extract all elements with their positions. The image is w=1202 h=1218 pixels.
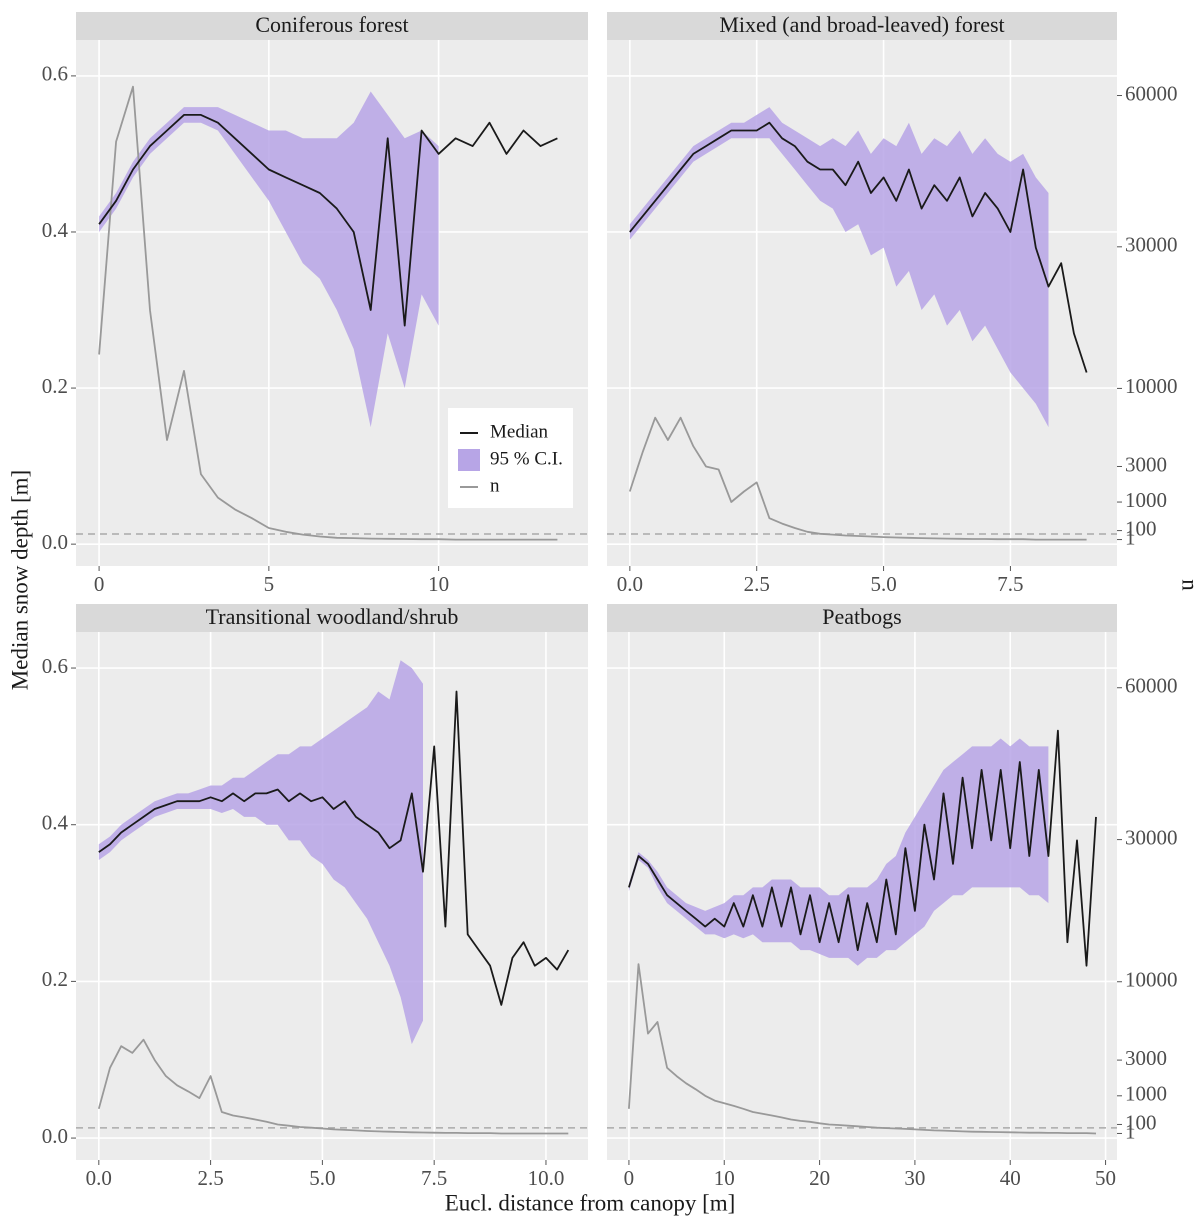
y2-tick-label: 3000: [1125, 452, 1167, 476]
x-tick-label: 40: [1000, 1166, 1021, 1190]
strip: [76, 12, 588, 40]
x-tick-label: 0.0: [617, 572, 643, 596]
confidence-band: [98, 660, 424, 1045]
median-line: [98, 114, 558, 327]
y-tick-label: 0.0: [42, 530, 68, 554]
x-tick-label: 2.5: [197, 1166, 223, 1190]
strip: [76, 604, 588, 632]
y-tick-label: 0.2: [42, 374, 68, 398]
y2-tick-label: 1: [1125, 525, 1136, 549]
median-line: [98, 690, 570, 1006]
panel-title: Coniferous forest: [255, 12, 408, 37]
panel-background: [76, 632, 588, 1160]
y2-tick-label: 100: [1125, 516, 1157, 540]
x-tick-label: 10: [428, 572, 449, 596]
n-line: [97, 1038, 569, 1135]
y-axis-title: Median snow depth [m]: [7, 470, 32, 690]
x-tick-label: 2.5: [744, 572, 770, 596]
legend-label: 95 % C.I.: [490, 448, 563, 469]
x-tick-label: 0: [624, 1166, 635, 1190]
x-axis-title: Eucl. distance from canopy [m]: [445, 1190, 736, 1215]
y2-tick-label: 1: [1125, 1119, 1136, 1143]
y2-tick-label: 10000: [1125, 374, 1178, 398]
y-tick-label: 0.6: [42, 62, 68, 86]
strip: [607, 12, 1117, 40]
confidence-band: [99, 91, 439, 428]
x-tick-label: 5.0: [870, 572, 896, 596]
y2-tick-label: 30000: [1125, 233, 1178, 257]
legend-label: Median: [490, 421, 549, 442]
y2-tick-label: 60000: [1125, 674, 1178, 698]
legend-key: [458, 449, 480, 471]
y-tick-label: 0.4: [42, 218, 69, 242]
x-tick-label: 0: [94, 572, 105, 596]
confidence-band: [629, 107, 1049, 428]
y2-tick-label: 3000: [1125, 1046, 1167, 1070]
x-tick-label: 50: [1095, 1166, 1116, 1190]
y2-tick-label: 100: [1125, 1110, 1157, 1134]
y2-tick-label: 1000: [1125, 488, 1167, 512]
panel-title: Transitional woodland/shrub: [206, 604, 459, 629]
median-line: [628, 729, 1097, 967]
y2-axis-title: n: [1178, 579, 1202, 591]
y-tick-label: 0.4: [42, 811, 69, 835]
y-tick-label: 0.2: [42, 967, 68, 991]
n-line: [628, 963, 1097, 1135]
panel-title: Mixed (and broad-leaved) forest: [719, 12, 1004, 37]
y2-tick-label: 60000: [1125, 81, 1178, 105]
y2-tick-label: 1000: [1125, 1082, 1167, 1106]
x-tick-label: 7.5: [421, 1166, 447, 1190]
x-tick-label: 20: [809, 1166, 830, 1190]
panel-title: Peatbogs: [822, 604, 901, 629]
x-tick-label: 5.0: [309, 1166, 335, 1190]
n-line: [98, 85, 558, 541]
y-tick-label: 0.6: [42, 654, 68, 678]
median-line: [629, 121, 1088, 373]
legend-label: n: [490, 475, 500, 496]
x-tick-label: 7.5: [997, 572, 1023, 596]
y-tick-label: 0.0: [42, 1124, 68, 1148]
y2-tick-label: 10000: [1125, 968, 1178, 992]
n-line: [628, 416, 1087, 541]
x-tick-label: 10: [714, 1166, 735, 1190]
x-tick-label: 5: [264, 572, 275, 596]
x-tick-label: 30: [904, 1166, 925, 1190]
y2-tick-label: 30000: [1125, 825, 1178, 849]
x-tick-label: 0.0: [86, 1166, 112, 1190]
strip: [607, 604, 1117, 632]
x-tick-label: 10.0: [528, 1166, 565, 1190]
